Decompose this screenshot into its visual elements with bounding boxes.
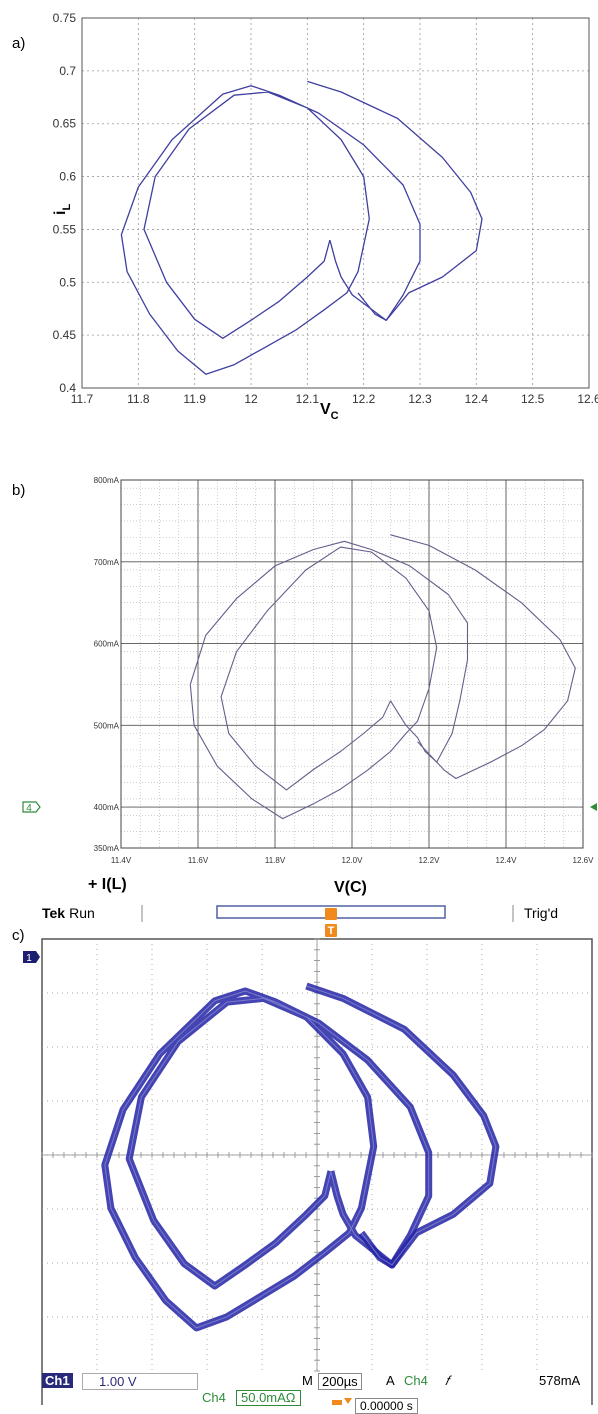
chart-b-IL-vs-VC: 11.4V 11.6V 11.8V 12.0V 12.2V 12.4V 12.6V 350m… [88, 476, 594, 896]
x-tick-label: 12.2V [419, 856, 441, 865]
ch1-marker-label: 1 [26, 953, 32, 964]
chart-b-grid [120, 479, 584, 849]
x-tick-label: 11.8V [265, 856, 286, 865]
x-tick-label: 12.0V [342, 856, 364, 865]
x-tick-label: 12.6 [577, 392, 598, 406]
chart-b-legend-label: + I(L) [88, 876, 127, 893]
scope-trace-core-1 [104, 990, 430, 1329]
y-tick-label: 0.75 [53, 11, 77, 25]
chart-b-frame [120, 479, 584, 849]
ch4-ground-marker: 4 [22, 801, 41, 814]
x-tick-label: 12.1 [296, 392, 320, 406]
y-tick-label: 0.55 [53, 222, 77, 236]
x-tick-label: 12.4V [496, 856, 518, 865]
trigger-marker-box [325, 924, 337, 937]
ch1-ground-marker: 1 [23, 951, 40, 964]
chart-a-ylabel: iL [52, 204, 73, 215]
x-tick-label: 12 [244, 392, 258, 406]
panel-label-c: c) [12, 927, 25, 944]
trigger-marker-label: T [328, 925, 335, 937]
panel-label-b: b) [12, 482, 25, 499]
chart-a-series [120, 80, 483, 375]
y-tick-label: 0.6 [59, 170, 76, 184]
x-tick-label: 11.6V [188, 856, 209, 865]
x-tick-label: 11.7 [71, 392, 94, 406]
x-tick-label: 12.2 [352, 392, 376, 406]
scope-brand: Tek Run [42, 905, 95, 921]
chart-a-y-ticks: 0.4 0.45 0.5 0.55 0.6 0.65 0.7 0.75 [53, 11, 77, 395]
y-tick-label: 400mA [94, 803, 120, 812]
y-tick-label: 500mA [94, 721, 120, 730]
chart-a-xlabel: VC [320, 401, 339, 422]
ch4-marker-shape [22, 801, 41, 813]
y-tick-label: 600mA [94, 640, 120, 649]
chart-b-x-ticks: 11.4V 11.6V 11.8V 12.0V 12.2V 12.4V 12.6V [111, 856, 594, 865]
chart-a-frame [81, 17, 590, 389]
y-tick-label: 0.65 [53, 117, 77, 131]
x-tick-label: 12.4 [465, 392, 489, 406]
scope-trace-core-2 [306, 985, 497, 1266]
x-tick-label: 12.3 [408, 392, 432, 406]
chart-b-series [189, 534, 576, 820]
trigger-marker-top-box [325, 908, 337, 920]
ch4-right-arrow [590, 803, 597, 811]
chart-b-y-ticks: 350mA 400mA 500mA 600mA 700mA 800mA [94, 476, 120, 853]
y-tick-label: 0.45 [53, 328, 77, 342]
y-tick-label: 350mA [94, 844, 120, 853]
y-tick-label: 800mA [94, 476, 120, 485]
x-tick-label: 12.6V [573, 856, 595, 865]
panel-label-a: a) [12, 35, 25, 52]
trajectory-line-1 [189, 540, 469, 820]
y-tick-label: 700mA [94, 558, 120, 567]
ch1-marker-shape [23, 951, 40, 963]
chart-a-x-ticks: 11.7 11.8 11.9 12 12.1 12.2 12.3 12.4 12.5 12.6 [71, 392, 598, 406]
y-tick-label: 0.7 [59, 64, 76, 78]
x-tick-label: 11.4V [111, 856, 132, 865]
oscilloscope-capture: Tek Run Trig'd T 4 1 [22, 801, 597, 1405]
scope-trace [101, 982, 500, 1332]
chart-b-xlabel: V(C) [334, 879, 367, 896]
scope-trigger-status: Trig'd [524, 905, 558, 921]
x-tick-label: 11.8 [127, 392, 150, 406]
trajectory-line-2 [307, 80, 483, 321]
y-tick-label: 0.5 [59, 275, 76, 289]
chart-a-iL-vs-vC: 11.7 11.8 11.9 12 12.1 12.2 12.3 12.4 12.5 12.6 0… [52, 11, 598, 422]
x-tick-label: 11.9 [183, 392, 206, 406]
y-tick-label: 0.4 [59, 381, 76, 395]
trajectory-line-2 [390, 534, 576, 780]
trajectory-line-1 [120, 85, 421, 375]
x-tick-label: 12.5 [521, 392, 545, 406]
chart-a-grid [82, 18, 589, 388]
ch4-marker-label: 4 [26, 803, 32, 814]
trigger-position-marker: T [325, 908, 337, 937]
